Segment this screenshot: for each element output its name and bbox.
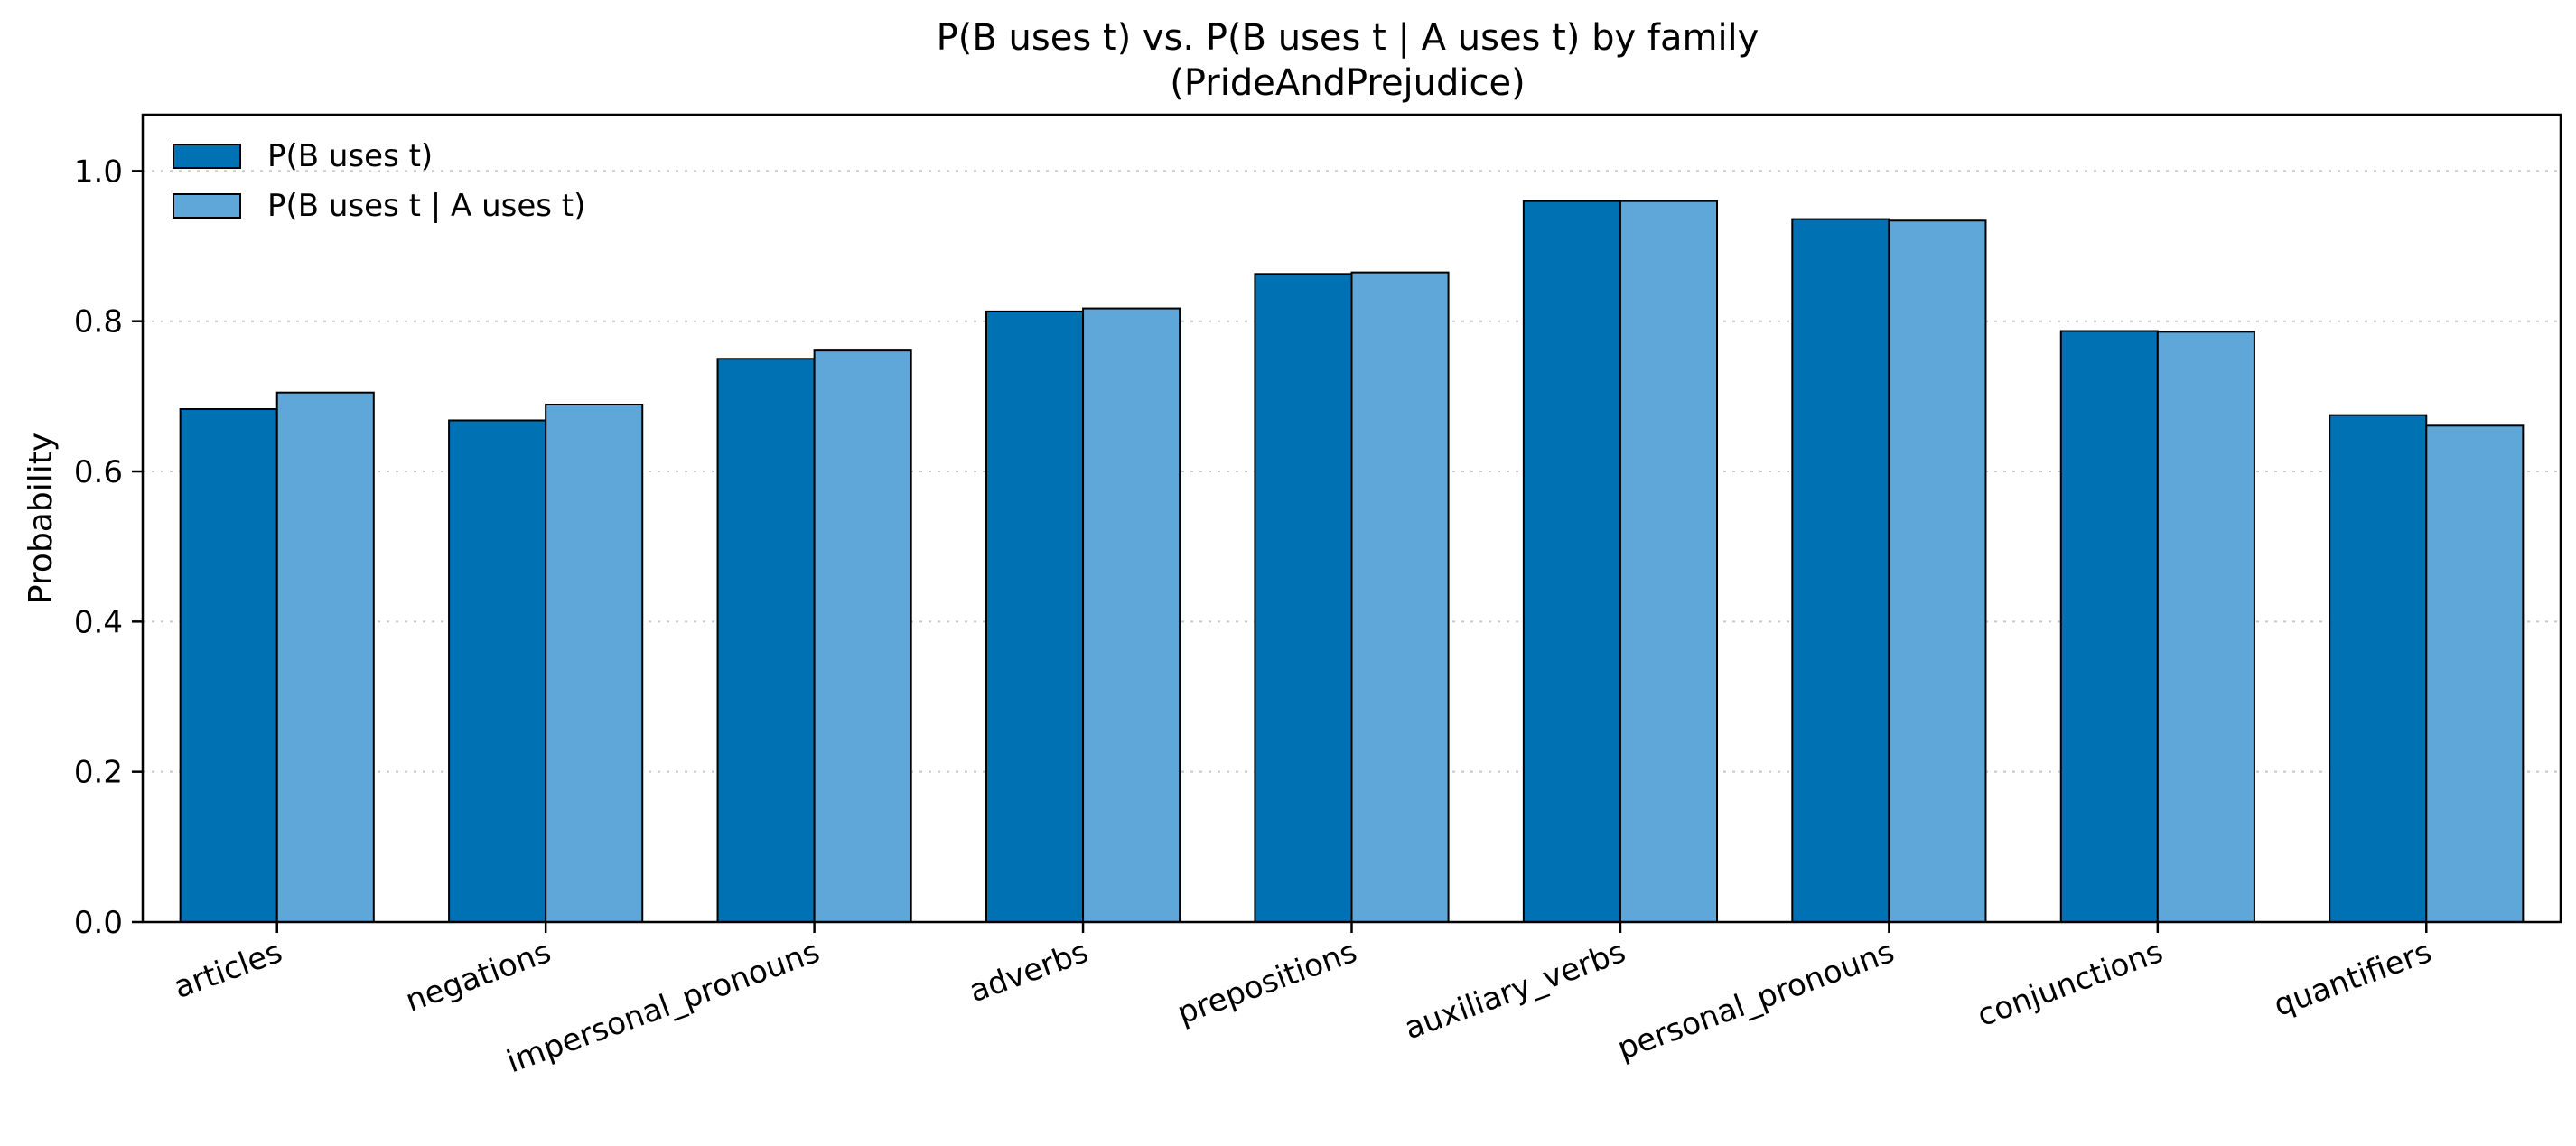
bar-negations-series-0 — [448, 419, 547, 924]
bar-adverbs-series-0 — [985, 310, 1085, 923]
bar-conjunctions-series-0 — [2059, 330, 2159, 923]
bar-auxiliary_verbs-series-1 — [1619, 200, 1719, 923]
bar-conjunctions-series-1 — [2156, 331, 2255, 923]
bar-prepositions-series-1 — [1350, 271, 1450, 923]
y-tick-label-0: 0.0 — [74, 905, 123, 941]
legend-label-1: P(B uses t | A uses t) — [267, 188, 585, 224]
bar-auxiliary_verbs-series-0 — [1522, 200, 1621, 923]
y-tick-label-5: 1.0 — [74, 154, 123, 190]
y-axis-label: Probability — [23, 433, 60, 604]
bars — [179, 200, 2525, 924]
bar-personal_pronouns-series-1 — [1888, 219, 1987, 924]
y-axis: 0.0 0.2 0.4 0.6 0.8 1.0 — [74, 154, 143, 941]
x-tick-label-adverbs: adverbs — [965, 934, 1093, 1010]
legend-swatch-0 — [173, 144, 241, 169]
x-tick-label-conjunctions: conjunctions — [1973, 934, 2168, 1034]
x-tick-label-personal_pronouns: personal_pronouns — [1613, 934, 1899, 1067]
chart-subtitle: (PrideAndPrejudice) — [1170, 62, 1525, 104]
y-tick-label-3: 0.6 — [74, 454, 123, 490]
y-tick-label-2: 0.4 — [74, 604, 123, 640]
x-tick-label-auxiliary_verbs: auxiliary_verbs — [1400, 934, 1630, 1048]
bar-quantifiers-series-1 — [2425, 424, 2525, 923]
legend-label-0: P(B uses t) — [267, 138, 433, 174]
bar-prepositions-series-0 — [1254, 273, 1353, 923]
legend-swatch-1 — [173, 193, 241, 219]
bar-negations-series-1 — [545, 404, 644, 923]
y-tick-label-4: 0.8 — [74, 304, 123, 340]
bar-impersonal_pronouns-series-0 — [716, 358, 816, 924]
bar-quantifiers-series-0 — [2329, 414, 2428, 923]
bar-articles-series-1 — [275, 391, 375, 923]
bar-articles-series-0 — [179, 407, 278, 923]
x-tick-label-articles: articles — [169, 934, 287, 1006]
legend: P(B uses t) P(B uses t | A uses t) — [173, 138, 585, 224]
x-tick-label-prepositions: prepositions — [1172, 934, 1361, 1032]
x-tick-label-quantifiers: quantifiers — [2269, 934, 2436, 1024]
bar-adverbs-series-1 — [1082, 307, 1181, 923]
y-tick-label-1: 0.2 — [74, 755, 123, 791]
x-tick-label-negations: negations — [401, 934, 555, 1020]
bar-impersonal_pronouns-series-1 — [813, 349, 912, 923]
chart-title: P(B uses t) vs. P(B uses t | A uses t) b… — [937, 17, 1759, 59]
bar-personal_pronouns-series-0 — [1791, 218, 1890, 924]
